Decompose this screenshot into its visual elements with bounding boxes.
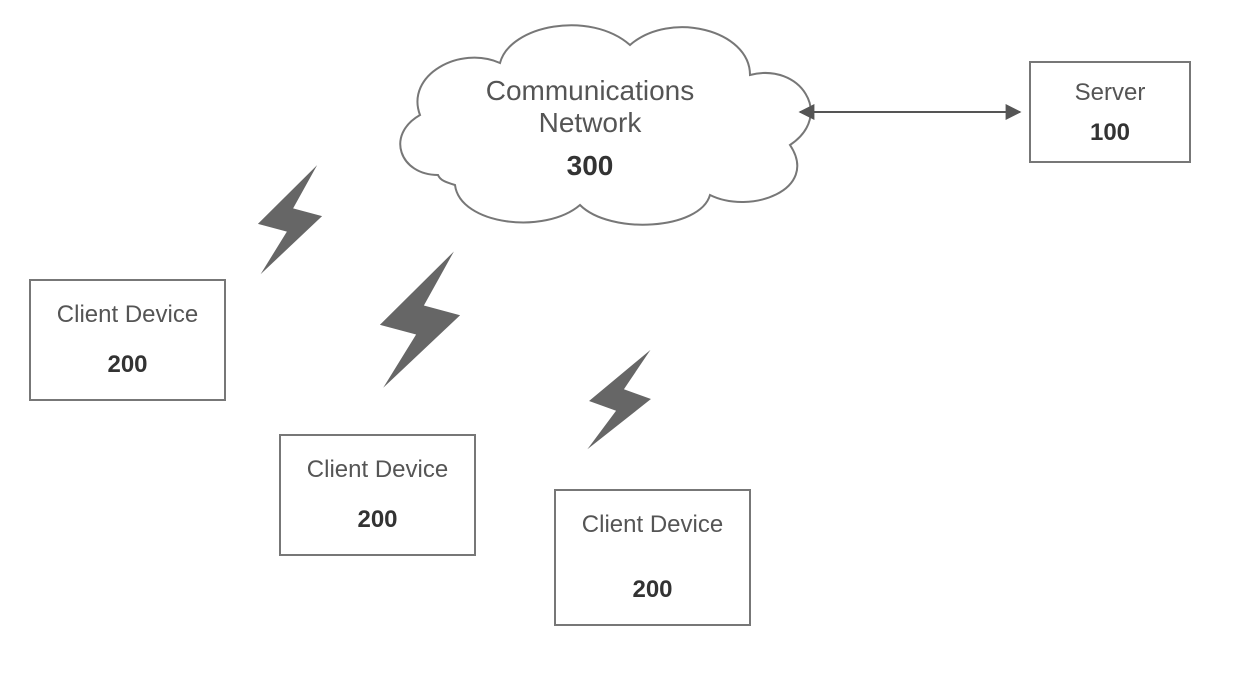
cloud-label-line1: Communications [486,75,695,106]
cloud-label-line2: Network [539,107,643,138]
cloud-id: 300 [567,150,614,181]
client-device-box: Client Device 200 [555,490,750,625]
client-id: 200 [632,576,672,603]
client-device-box: Client Device 200 [280,435,475,555]
lightning-icon [573,336,666,464]
server-box: Server 100 [1030,62,1190,162]
lightning-icon [364,238,475,402]
client-device-box: Client Device 200 [30,280,225,400]
lightning-icon [245,154,334,285]
cloud-communications-network: Communications Network 300 [400,25,810,224]
server-id: 100 [1090,119,1130,146]
client-id: 200 [357,506,397,533]
server-label: Server [1075,79,1146,106]
client-id: 200 [107,351,147,378]
client-label: Client Device [582,511,723,538]
client-label: Client Device [307,456,448,483]
client-label: Client Device [57,301,198,328]
